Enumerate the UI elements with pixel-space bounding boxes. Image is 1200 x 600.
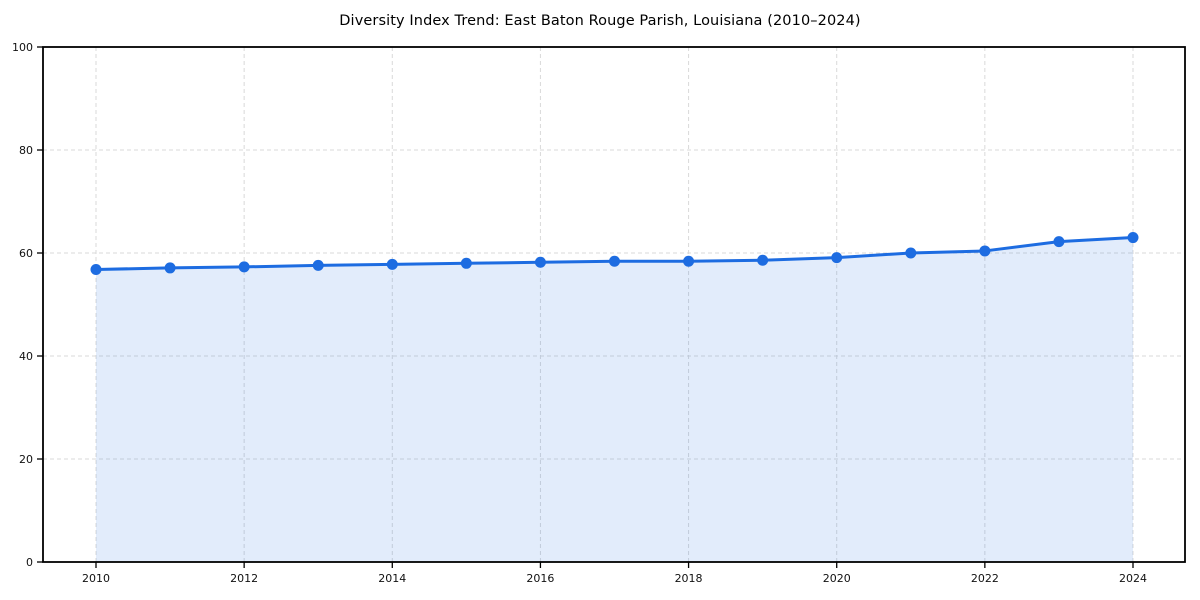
y-tick-label: 60 [19, 247, 33, 260]
x-tick-label: 2010 [82, 572, 110, 585]
axis-ticks [37, 46, 1134, 568]
data-point-2018 [683, 255, 695, 267]
data-point-2024 [1127, 232, 1139, 244]
data-point-2012 [238, 261, 250, 273]
x-tick-label: 2014 [378, 572, 406, 585]
y-tick-label: 20 [19, 453, 33, 466]
data-point-2015 [460, 257, 472, 269]
y-tick-label: 40 [19, 350, 33, 363]
data-point-2010 [90, 263, 102, 275]
data-point-2011 [164, 262, 176, 274]
x-tick-label: 2020 [823, 572, 851, 585]
gridlines [43, 47, 1185, 562]
x-tick-label: 2022 [971, 572, 999, 585]
data-point-2019 [757, 254, 769, 266]
data-point-2022 [979, 245, 991, 257]
plot-frame [42, 46, 1186, 563]
x-tick-label: 2018 [675, 572, 703, 585]
chart-title: Diversity Index Trend: East Baton Rouge … [339, 13, 861, 29]
data-point-2023 [1053, 236, 1065, 248]
data-point-2021 [905, 247, 917, 259]
y-tick-label: 100 [12, 41, 33, 54]
x-tick-label: 2024 [1119, 572, 1147, 585]
data-point-2020 [831, 252, 843, 264]
axis-labels: 0 20 40 60 80 100 2010 2012 2014 2016 2018 2020 2022… [12, 41, 1147, 585]
x-tick-label: 2012 [230, 572, 258, 585]
area-fill [96, 237, 1133, 563]
y-tick-label: 80 [19, 144, 33, 157]
data-point-2017 [609, 255, 620, 267]
data-points [90, 232, 1139, 275]
data-point-2016 [534, 256, 546, 268]
data-point-2014 [386, 258, 398, 270]
data-point-2013 [312, 259, 324, 271]
x-tick-label: 2016 [526, 572, 554, 585]
y-tick-label: 0 [26, 556, 33, 569]
